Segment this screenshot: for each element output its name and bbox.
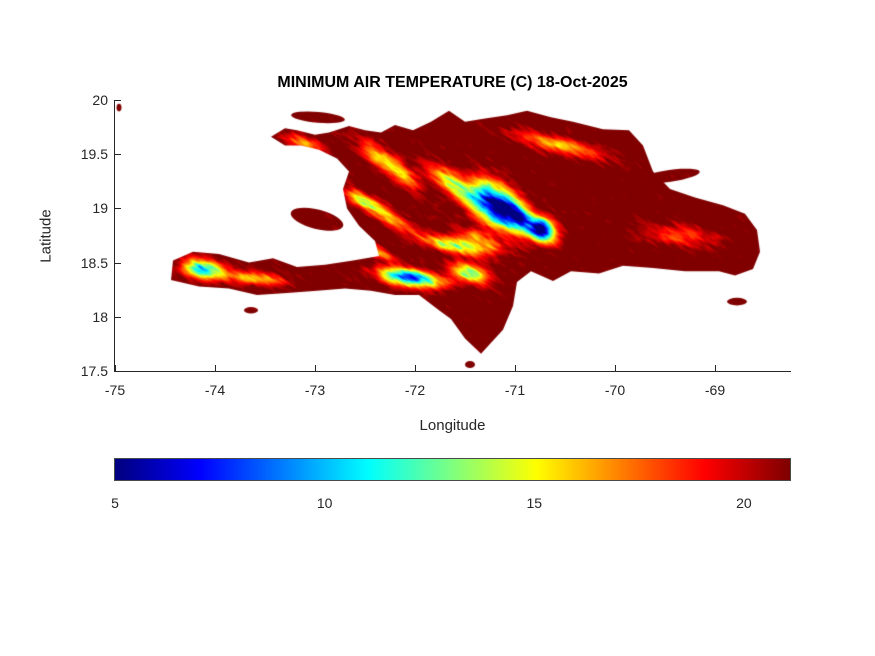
x-tick-mark xyxy=(615,365,616,371)
x-tick-mark xyxy=(515,365,516,371)
x-tick-mark xyxy=(115,365,116,371)
x-tick-label: -75 xyxy=(104,382,126,398)
colorbar-tick-label: 15 xyxy=(526,495,543,511)
x-tick-mark xyxy=(215,365,216,371)
x-tick-label: -69 xyxy=(704,382,726,398)
x-tick-label: -70 xyxy=(604,382,626,398)
colorbar-tick-label: 20 xyxy=(736,495,752,511)
y-tick-mark xyxy=(115,208,121,210)
y-tick-mark xyxy=(115,262,121,264)
chart-title: MINIMUM AIR TEMPERATURE (C) 18-Oct-2025 xyxy=(277,74,628,91)
x-tick-mark xyxy=(715,365,716,371)
y-tick-label: 19 xyxy=(92,200,108,217)
y-tick-label: 18 xyxy=(92,308,108,325)
y-tick-label: 20 xyxy=(92,92,108,108)
y-tick-mark xyxy=(115,316,121,318)
y-tick-label: 17.5 xyxy=(80,363,108,379)
y-tick-mark xyxy=(115,100,121,101)
colorbar xyxy=(114,458,791,481)
x-tick-mark xyxy=(315,365,316,371)
x-tick-label: -73 xyxy=(304,382,326,398)
y-tick-mark xyxy=(115,154,121,156)
y-axis-label: Latitude xyxy=(37,209,55,263)
x-axis-line xyxy=(114,371,791,372)
y-tick-label: 18.5 xyxy=(80,254,108,271)
x-tick-mark xyxy=(415,365,416,371)
colorbar-tick-label: 10 xyxy=(316,495,333,511)
x-tick-label: -71 xyxy=(504,382,526,398)
y-tick-mark xyxy=(115,371,121,372)
colorbar-tick-label: 5 xyxy=(111,495,119,511)
y-tick-label: 19.5 xyxy=(80,146,108,163)
x-axis-label: Longitude xyxy=(419,417,486,434)
temperature-heatmap-canvas xyxy=(115,100,790,371)
x-tick-label: -74 xyxy=(204,382,226,398)
x-tick-label: -72 xyxy=(404,382,426,398)
y-axis-line xyxy=(114,100,115,372)
